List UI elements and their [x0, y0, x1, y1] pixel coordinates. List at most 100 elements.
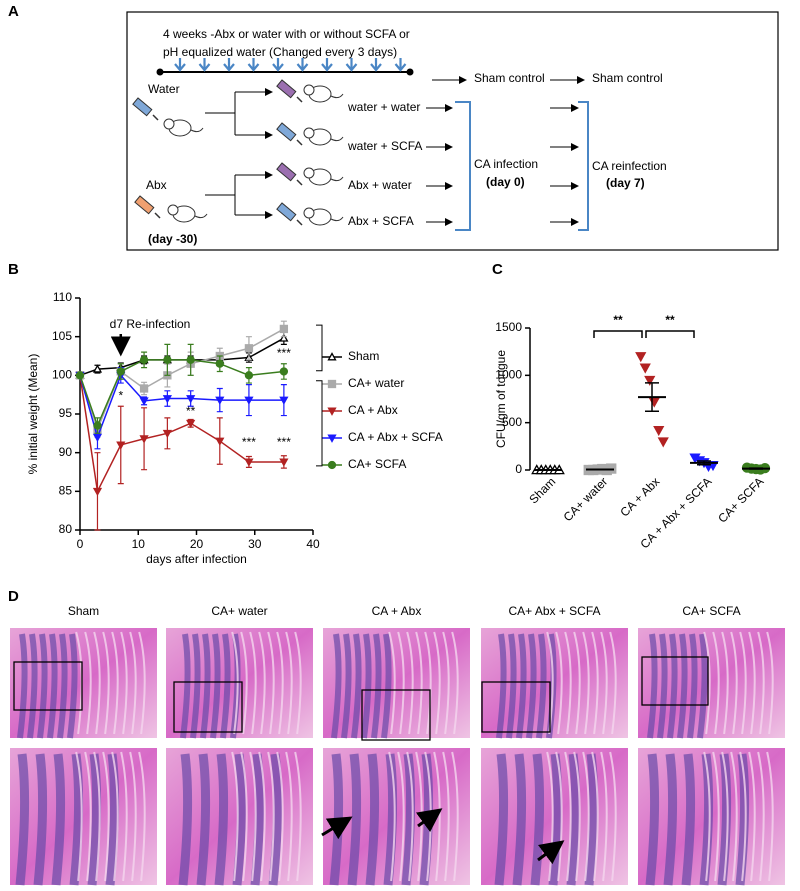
panel-label: C	[492, 261, 503, 278]
marker	[244, 344, 254, 353]
fiber	[75, 751, 83, 882]
epithelium	[17, 633, 28, 739]
water-change-arrow	[198, 58, 211, 72]
significance-bracket	[593, 330, 643, 338]
marker	[215, 359, 224, 368]
syringe-icon	[154, 212, 161, 219]
marker	[92, 364, 103, 373]
fiber	[249, 631, 257, 735]
fiber	[748, 751, 756, 882]
mouse-icon	[163, 118, 175, 130]
epithelium	[214, 753, 229, 886]
fiber	[739, 751, 747, 882]
zoom-box	[13, 661, 83, 711]
marker	[186, 355, 195, 365]
marker	[163, 355, 172, 365]
epithelium	[341, 633, 352, 739]
marker	[244, 458, 254, 467]
fiber	[442, 631, 450, 735]
fiber	[388, 751, 396, 882]
fiber	[600, 751, 608, 882]
marker	[648, 397, 660, 408]
significance-label: ***	[277, 435, 291, 449]
marker	[116, 441, 126, 450]
epithelium	[496, 633, 507, 739]
syringe-icon	[296, 139, 303, 146]
epithelium	[381, 633, 392, 739]
marker	[279, 458, 289, 467]
epithelium	[220, 633, 231, 739]
marker	[162, 429, 172, 439]
marker	[215, 396, 225, 405]
marker	[244, 371, 254, 380]
timeline-end	[156, 68, 164, 76]
mouse-icon	[330, 136, 344, 142]
fiber	[93, 751, 101, 882]
epithelium	[196, 753, 211, 886]
epithelium	[47, 633, 58, 739]
water-change-arrow	[296, 58, 309, 72]
reinfection-label: CA reinfection	[592, 159, 667, 173]
marker	[657, 437, 669, 448]
fiber	[591, 631, 599, 735]
marker	[186, 395, 196, 404]
marker	[279, 396, 289, 405]
marker	[327, 460, 337, 470]
epithelium	[647, 633, 658, 739]
fiber	[609, 631, 617, 735]
zoom-box	[361, 689, 431, 741]
mouse-icon	[330, 93, 344, 99]
marker	[327, 379, 337, 389]
fiber	[442, 751, 450, 882]
fiber	[388, 631, 396, 735]
series-line	[79, 328, 285, 432]
fiber	[240, 631, 248, 735]
y-axis-label: CFU/gm of tongue	[494, 350, 508, 448]
fiber	[258, 631, 266, 735]
legend-label: CA+ SCFA	[348, 457, 406, 471]
panel-label: D	[8, 588, 19, 605]
epithelium	[371, 633, 382, 739]
y-tick-label: 105	[52, 329, 72, 343]
water-change-arrow	[345, 58, 358, 72]
x-tick-label: 0	[77, 537, 84, 551]
syringe-icon	[276, 122, 297, 142]
epithelium	[681, 753, 696, 886]
marker	[244, 396, 254, 405]
water-change-arrow	[321, 58, 333, 72]
marker	[116, 367, 125, 376]
infection-day: (day 0)	[486, 175, 525, 189]
fiber	[120, 751, 128, 882]
y-tick-label: 1500	[495, 320, 522, 334]
column-title: CA+ SCFA	[682, 604, 740, 618]
series-line	[79, 375, 284, 494]
fiber	[397, 751, 405, 882]
epithelium	[69, 753, 84, 886]
epithelium	[329, 753, 344, 886]
source-label: Abx	[146, 178, 167, 192]
epithelium	[27, 633, 38, 739]
fiber	[276, 631, 284, 735]
fiber	[591, 751, 599, 882]
fiber	[120, 631, 128, 735]
epithelium	[584, 753, 599, 886]
x-tick-label: Sham	[526, 474, 558, 506]
legend-label: CA + Abx + SCFA	[348, 430, 443, 444]
panel-label: B	[8, 261, 19, 278]
mouse-icon	[194, 213, 208, 219]
fiber	[294, 751, 302, 882]
group-label: Abx + SCFA	[348, 214, 414, 228]
mouse-icon	[303, 127, 315, 139]
epithelium	[210, 633, 221, 739]
water-change-arrow	[247, 58, 260, 72]
epithelium	[566, 753, 581, 886]
timeline-end	[406, 68, 414, 76]
syringe-icon	[276, 202, 297, 222]
series-line	[79, 373, 284, 440]
marker	[92, 487, 103, 497]
lesion-arrow	[415, 808, 443, 833]
protocol-header: pH equalized water (Changed every 3 days…	[163, 45, 397, 59]
syringe-icon	[152, 114, 159, 121]
marker	[653, 425, 665, 437]
epithelium	[33, 753, 48, 886]
